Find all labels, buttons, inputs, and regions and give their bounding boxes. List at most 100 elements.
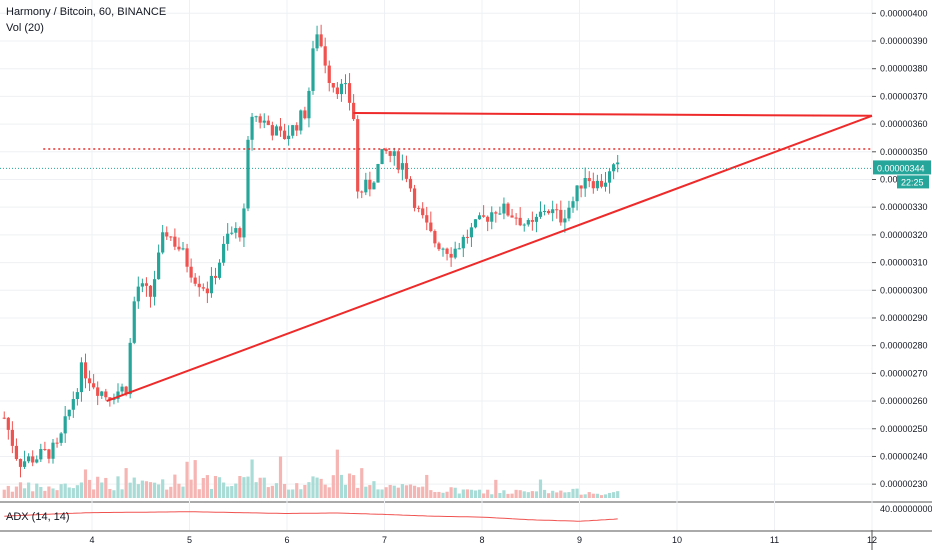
price-tick-label: 0.00000350: [880, 147, 928, 157]
candle-body: [282, 130, 287, 140]
volume-bar: [124, 468, 128, 498]
volume-legend[interactable]: Vol (20): [6, 22, 44, 34]
volume-bar: [506, 493, 510, 498]
candle-body: [392, 151, 396, 156]
volume-bar: [262, 477, 266, 498]
time-tick-label: 6: [284, 535, 289, 545]
candle-body: [116, 391, 120, 399]
candle-body: [477, 215, 482, 220]
candle-body: [494, 212, 498, 214]
volume-bar: [473, 490, 478, 498]
volume-bar: [270, 485, 274, 498]
candle-body: [266, 120, 270, 126]
volume-bar: [274, 483, 279, 498]
volume-bar: [538, 479, 543, 498]
candle-body: [453, 248, 457, 258]
volume-bar: [526, 492, 530, 498]
candle-body: [530, 220, 534, 222]
volume-bar: [152, 482, 157, 498]
volume-bar: [441, 492, 445, 498]
volume-bar: [205, 475, 209, 498]
candle-body: [575, 185, 579, 202]
volume-bar: [173, 474, 177, 498]
price-tick-label: 0.00000290: [880, 313, 928, 323]
volume-bar: [55, 490, 59, 498]
time-axis[interactable]: 4 5 6 7 8 9 10 11 12: [89, 535, 877, 545]
volume-bar: [384, 487, 388, 498]
candlesticks: [2, 24, 620, 478]
volume-bar: [587, 492, 591, 498]
candle-body: [128, 342, 132, 395]
volume-bar: [571, 488, 575, 498]
candle-body: [222, 243, 226, 263]
candle-body: [197, 283, 201, 288]
candle-body: [193, 277, 197, 284]
candle-body: [319, 34, 323, 47]
volume-bar: [278, 456, 283, 498]
price-axis[interactable]: 0.00000400 0.00000390 0.00000380 0.00000370…: [872, 8, 932, 514]
volume-bar: [518, 490, 522, 498]
volume-bar: [299, 489, 303, 498]
trendlines[interactable]: [0, 112, 873, 402]
candle-body: [234, 228, 238, 233]
volume-bar: [494, 479, 498, 498]
volume-bar: [502, 490, 506, 498]
candle-body: [140, 283, 144, 287]
volume-bar: [551, 490, 555, 498]
volume-bar: [128, 482, 132, 498]
candle-body: [47, 449, 51, 459]
candle-body: [380, 149, 384, 164]
volume-bar: [453, 487, 457, 498]
volume-bar: [222, 482, 226, 498]
volume-bar: [372, 481, 376, 498]
volume-bar: [295, 483, 299, 498]
volume-bar: [83, 469, 88, 498]
candle-body: [59, 433, 63, 443]
candle-body: [441, 248, 445, 250]
volume-bar: [595, 493, 599, 498]
candle-body: [303, 110, 307, 119]
candle-body: [323, 46, 327, 66]
volume-bar: [18, 482, 23, 498]
volume-bar: [356, 487, 360, 498]
volume-bar: [534, 491, 539, 498]
candle-body: [6, 417, 10, 430]
candle-body: [498, 213, 502, 215]
volume-bar: [599, 495, 604, 498]
candle-body: [518, 217, 522, 226]
volume-bar: [250, 459, 254, 498]
candle-body: [465, 236, 469, 238]
support-trendline: [106, 114, 873, 402]
adx-legend[interactable]: ADX (14, 14): [6, 511, 70, 523]
candle-body: [425, 215, 429, 223]
candle-body: [506, 203, 510, 216]
volume-bar: [331, 475, 335, 498]
candle-body: [559, 209, 563, 223]
volume-bar: [490, 494, 494, 498]
candle-body: [254, 116, 258, 118]
symbol-legend[interactable]: Harmony / Bitcoin, 60, BINANCE: [6, 6, 167, 18]
volume-bar: [35, 483, 39, 498]
candle-body: [2, 417, 6, 419]
volume-bar: [612, 492, 616, 498]
volume-bar: [412, 485, 417, 498]
volume-bar: [477, 489, 482, 498]
volume-bar: [22, 488, 27, 498]
candle-body: [368, 179, 372, 190]
candle-body: [486, 216, 490, 222]
chart-background: [0, 0, 872, 530]
volume-bar: [148, 482, 153, 498]
volume-bar: [380, 489, 384, 498]
candle-body: [412, 188, 417, 208]
volume-bar: [136, 484, 140, 498]
volume-bar: [254, 482, 258, 498]
candle-body: [347, 83, 352, 103]
price-tick-label: 0.00000250: [880, 424, 928, 434]
candle-body: [603, 182, 608, 187]
candle-body: [217, 262, 222, 278]
candle-body: [396, 151, 400, 170]
candle-body: [18, 459, 23, 467]
volume-bar: [189, 479, 193, 498]
